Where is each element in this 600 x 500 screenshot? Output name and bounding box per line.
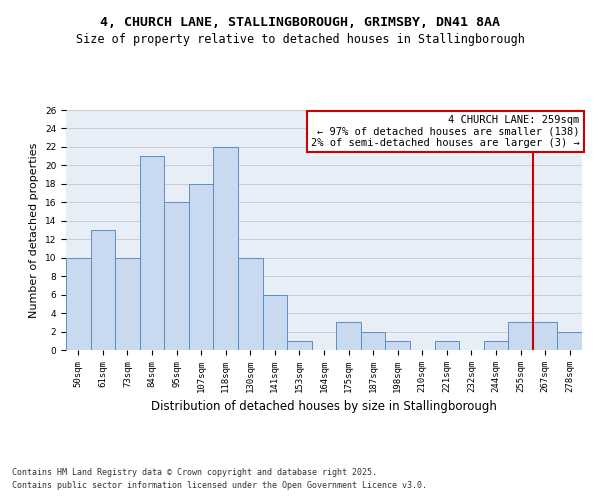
Bar xyxy=(336,322,361,350)
Bar xyxy=(385,341,410,350)
Text: Contains HM Land Registry data © Crown copyright and database right 2025.: Contains HM Land Registry data © Crown c… xyxy=(12,468,377,477)
Text: 4 CHURCH LANE: 259sqm
← 97% of detached houses are smaller (138)
2% of semi-deta: 4 CHURCH LANE: 259sqm ← 97% of detached … xyxy=(311,115,580,148)
Bar xyxy=(434,341,459,350)
Bar xyxy=(91,230,115,350)
Bar xyxy=(287,341,312,350)
X-axis label: Distribution of detached houses by size in Stallingborough: Distribution of detached houses by size … xyxy=(151,400,497,413)
Text: Size of property relative to detached houses in Stallingborough: Size of property relative to detached ho… xyxy=(76,34,524,46)
Bar xyxy=(263,294,287,350)
Bar xyxy=(214,147,238,350)
Bar xyxy=(533,322,557,350)
Bar xyxy=(238,258,263,350)
Bar xyxy=(361,332,385,350)
Bar xyxy=(189,184,214,350)
Bar xyxy=(115,258,140,350)
Text: Contains public sector information licensed under the Open Government Licence v3: Contains public sector information licen… xyxy=(12,482,427,490)
Y-axis label: Number of detached properties: Number of detached properties xyxy=(29,142,39,318)
Bar xyxy=(140,156,164,350)
Bar xyxy=(508,322,533,350)
Text: 4, CHURCH LANE, STALLINGBOROUGH, GRIMSBY, DN41 8AA: 4, CHURCH LANE, STALLINGBOROUGH, GRIMSBY… xyxy=(100,16,500,29)
Bar xyxy=(557,332,582,350)
Bar xyxy=(66,258,91,350)
Bar xyxy=(484,341,508,350)
Bar xyxy=(164,202,189,350)
